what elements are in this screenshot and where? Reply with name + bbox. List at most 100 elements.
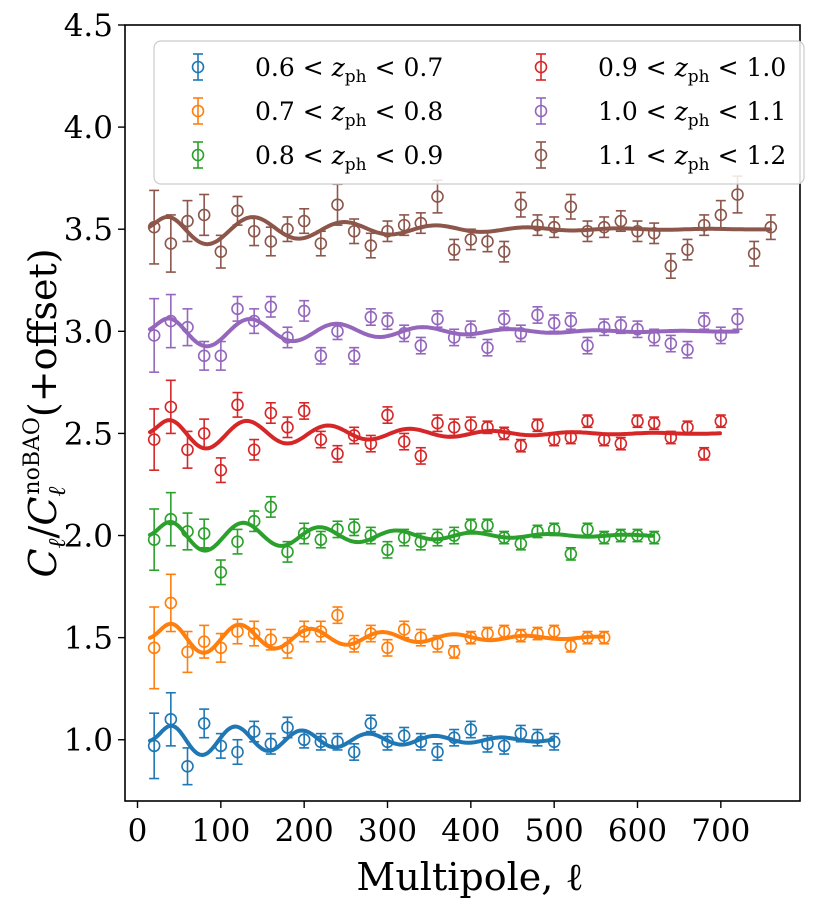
marker [631, 322, 644, 336]
data-point [147, 606, 161, 690]
data-point [447, 418, 461, 437]
data-point [197, 518, 211, 549]
data-point [347, 634, 361, 653]
marker [614, 214, 628, 228]
model-curve [148, 418, 722, 451]
y-label-c2: C [21, 497, 65, 526]
marker [214, 641, 228, 655]
marker [297, 214, 311, 228]
data-point [414, 336, 428, 355]
marker [581, 414, 594, 428]
data-point [481, 626, 494, 641]
marker [497, 739, 511, 753]
marker [547, 625, 561, 638]
marker [747, 247, 761, 261]
marker [447, 243, 461, 256]
data-point [614, 210, 628, 233]
legend-label-sub: ph [688, 111, 710, 131]
svg-text:Cℓ/CℓnoBAO(+offset): Cℓ/CℓnoBAO(+offset) [20, 248, 71, 577]
data-point [147, 408, 161, 471]
marker [481, 737, 494, 751]
marker [697, 447, 711, 461]
marker [397, 623, 411, 636]
data-point [147, 712, 161, 780]
data-point [264, 401, 278, 425]
marker [414, 631, 428, 644]
marker [681, 420, 694, 434]
legend-label-z: z [331, 97, 346, 126]
marker [614, 437, 628, 450]
marker [464, 519, 478, 532]
data-point [497, 310, 511, 329]
marker [547, 433, 561, 446]
y-label-offset: (+offset) [21, 248, 65, 417]
data-point [597, 216, 611, 239]
data-point [331, 183, 344, 226]
marker [547, 735, 561, 749]
data-point [281, 636, 294, 659]
legend-marker [191, 104, 205, 118]
data-point [431, 634, 444, 653]
marker [564, 639, 578, 653]
y-axis-label: Cℓ/CℓnoBAO(+offset) [20, 248, 71, 577]
data-point [314, 430, 328, 449]
marker [414, 449, 428, 463]
data-point [514, 536, 528, 551]
data-point [747, 240, 761, 267]
data-point [364, 232, 378, 259]
data-point [214, 632, 228, 663]
marker [581, 339, 594, 352]
data-point [314, 530, 328, 549]
marker [247, 314, 261, 328]
marker [464, 233, 478, 246]
data-point [547, 624, 561, 639]
marker [497, 625, 511, 638]
data-point [281, 540, 294, 563]
marker [647, 331, 661, 344]
marker [264, 633, 278, 646]
marker [147, 329, 161, 342]
marker [164, 314, 178, 328]
legend-marker [191, 60, 205, 74]
marker [447, 331, 461, 344]
marker [231, 535, 244, 548]
marker [481, 627, 494, 640]
data-point [514, 438, 528, 453]
data-point [431, 179, 444, 214]
data-point [281, 326, 294, 349]
data-point [231, 295, 244, 322]
y-label-slash: / [21, 525, 65, 538]
y-tick-label: 3.0 [64, 314, 113, 350]
x-tick-label: 500 [525, 813, 584, 849]
marker [164, 596, 178, 610]
data-point [647, 328, 661, 347]
data-point [264, 732, 278, 755]
data-point [214, 234, 228, 269]
data-point [381, 638, 394, 657]
series-5 [147, 293, 744, 373]
data-point [514, 324, 528, 343]
data-point [531, 626, 544, 641]
data-point [531, 214, 544, 237]
legend-item-5: 1.0 < zph < 1.1 [534, 97, 786, 131]
data-point [631, 320, 644, 339]
legend-label-part: < 1.2 [710, 141, 787, 170]
marker [531, 218, 544, 232]
data-point [181, 630, 194, 674]
legend-label-sub: ph [345, 111, 367, 131]
legend-item-3: 0.8 < zph < 0.9 [191, 141, 443, 175]
marker [231, 625, 244, 638]
x-axis-label: Multipole, ℓ [356, 855, 583, 899]
legend-label-sub: ph [345, 67, 367, 87]
data-point [731, 308, 744, 331]
data-point [197, 340, 211, 371]
data-point [364, 308, 378, 326]
y-tick-label: 3.5 [64, 212, 113, 248]
data-point [231, 618, 244, 645]
data-point [197, 624, 211, 659]
marker [331, 608, 344, 622]
marker [397, 218, 411, 232]
data-point [214, 340, 228, 371]
marker [264, 500, 278, 514]
series-4 [147, 379, 728, 484]
